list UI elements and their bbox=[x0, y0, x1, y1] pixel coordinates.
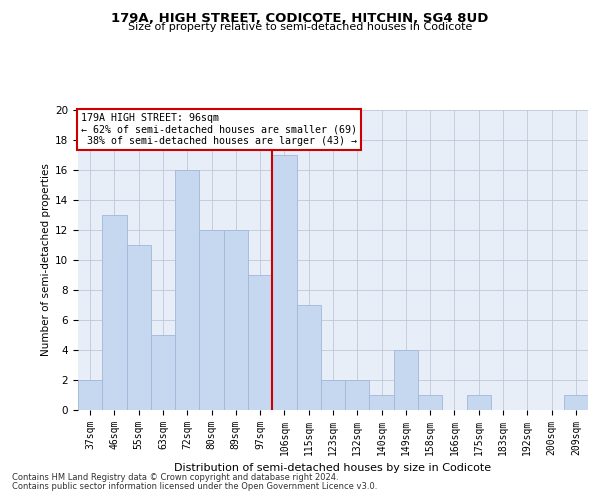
Bar bbox=[370, 395, 394, 410]
Bar bbox=[199, 230, 224, 410]
Text: 179A HIGH STREET: 96sqm
← 62% of semi-detached houses are smaller (69)
 38% of s: 179A HIGH STREET: 96sqm ← 62% of semi-de… bbox=[80, 113, 356, 146]
Bar bbox=[248, 275, 272, 410]
Bar bbox=[418, 395, 442, 410]
Bar bbox=[175, 170, 199, 410]
Text: Size of property relative to semi-detached houses in Codicote: Size of property relative to semi-detach… bbox=[128, 22, 472, 32]
Bar bbox=[151, 335, 175, 410]
X-axis label: Distribution of semi-detached houses by size in Codicote: Distribution of semi-detached houses by … bbox=[175, 464, 491, 473]
Bar bbox=[321, 380, 345, 410]
Bar bbox=[564, 395, 588, 410]
Bar bbox=[296, 305, 321, 410]
Bar bbox=[102, 215, 127, 410]
Bar bbox=[467, 395, 491, 410]
Y-axis label: Number of semi-detached properties: Number of semi-detached properties bbox=[41, 164, 51, 356]
Bar bbox=[345, 380, 370, 410]
Bar bbox=[394, 350, 418, 410]
Text: Contains HM Land Registry data © Crown copyright and database right 2024.: Contains HM Land Registry data © Crown c… bbox=[12, 473, 338, 482]
Bar bbox=[272, 155, 296, 410]
Text: Contains public sector information licensed under the Open Government Licence v3: Contains public sector information licen… bbox=[12, 482, 377, 491]
Bar bbox=[224, 230, 248, 410]
Text: 179A, HIGH STREET, CODICOTE, HITCHIN, SG4 8UD: 179A, HIGH STREET, CODICOTE, HITCHIN, SG… bbox=[112, 12, 488, 26]
Bar bbox=[127, 245, 151, 410]
Bar bbox=[78, 380, 102, 410]
